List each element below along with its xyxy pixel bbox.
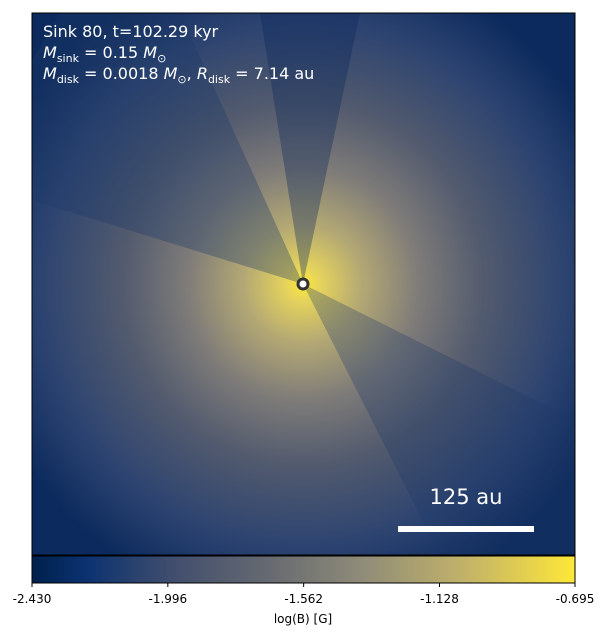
scale-bar-label: 125 au — [430, 485, 503, 509]
field-image — [32, 13, 575, 555]
sink-marker — [296, 277, 310, 291]
colorbar-tick-label: -1.562 — [284, 592, 323, 606]
annotation: Msink = 0.15 M⊙ — [43, 43, 166, 65]
colorbar-ticks: -2.430 -1.996 -1.562 -1.128 -0.695 — [13, 583, 595, 606]
colorbar — [31, 555, 576, 584]
annotation: Mdisk = 0.0018 M⊙, Rdisk = 7.14 au — [43, 64, 314, 86]
colorbar-label: log(B) [G] — [274, 612, 332, 626]
colorbar-tick-label: -1.996 — [148, 592, 187, 606]
colorbar-tick-label: -2.430 — [13, 592, 52, 606]
colorbar-tick-label: -0.695 — [556, 592, 595, 606]
scale-bar — [398, 526, 534, 532]
colorbar-tick-label: -1.128 — [420, 592, 459, 606]
annotation: Sink 80, t=102.29 kyr — [43, 22, 219, 41]
